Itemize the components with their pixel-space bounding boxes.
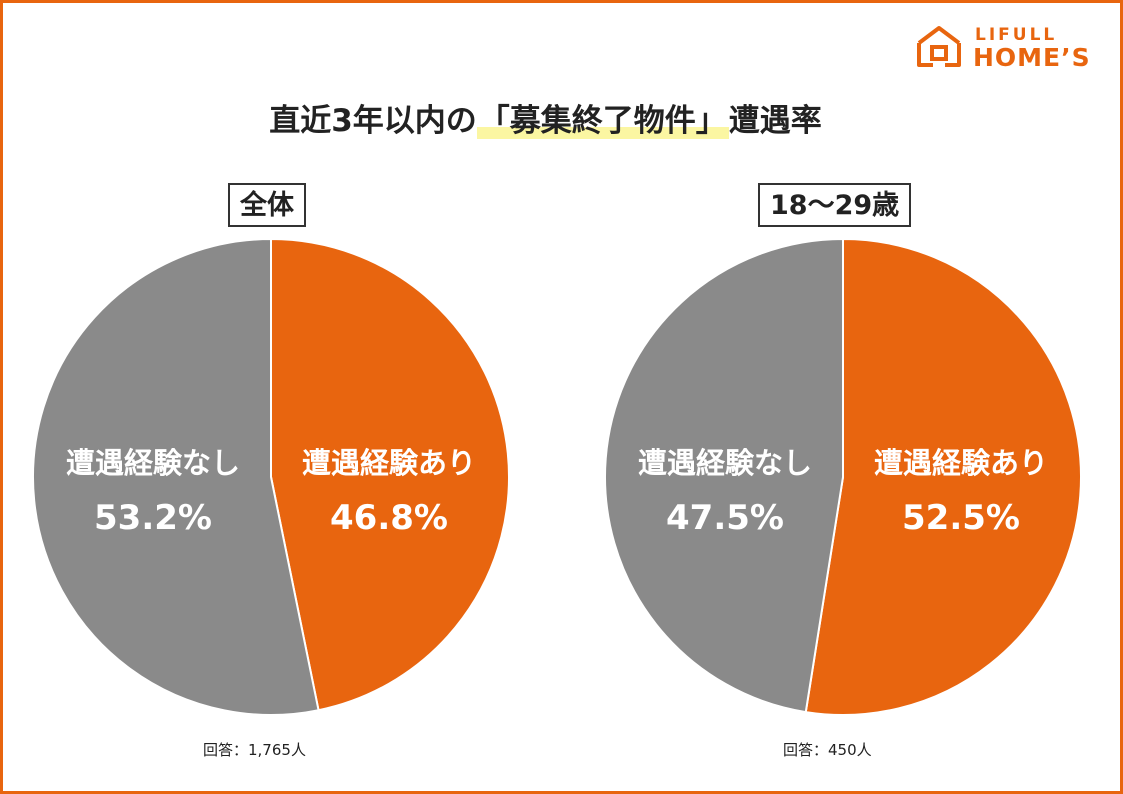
- respondent-count-age-18-29: 回答：450人: [783, 741, 872, 759]
- slice-value-label: 47.5%: [666, 498, 784, 538]
- pie-slice-no: [604, 237, 844, 714]
- title-prefix: 直近3年以内の: [269, 103, 477, 139]
- brand-logo: LIFULL HOME’S: [915, 21, 1110, 73]
- pie-slice-yes: [804, 237, 1082, 716]
- title-highlight: 「募集終了物件」: [476, 103, 729, 139]
- slice-label: 遭遇経験なし: [638, 446, 812, 480]
- pie-slice-no: [32, 237, 320, 716]
- pie-chart-age-18-29: 遭遇経験あり 52.5% 遭遇経験なし 47.5%: [604, 237, 1082, 716]
- house-icon: [917, 26, 961, 67]
- slice-label: 遭遇経験あり: [874, 446, 1048, 480]
- slice-label: 遭遇経験あり: [302, 446, 476, 480]
- page-title: 直近3年以内の「募集終了物件」遭遇率: [3, 95, 1088, 140]
- chart-label-all: 全体: [228, 183, 306, 227]
- logo-text-top: LIFULL: [975, 25, 1058, 45]
- slice-value-label: 52.5%: [902, 498, 1020, 538]
- slice-value-label: 53.2%: [94, 498, 212, 538]
- chart-label-age-18-29: 18～29歳: [758, 183, 912, 227]
- pie-slice-yes: [270, 237, 510, 712]
- logo-text-bottom: HOME’S: [973, 43, 1091, 72]
- pie-chart-all: 遭遇経験あり 46.8% 遭遇経験なし 53.2%: [32, 237, 510, 716]
- respondent-count-all: 回答：1,765人: [203, 741, 306, 759]
- slice-label: 遭遇経験なし: [66, 446, 240, 480]
- slice-value-label: 46.8%: [330, 498, 448, 538]
- title-suffix: 遭遇率: [728, 103, 822, 139]
